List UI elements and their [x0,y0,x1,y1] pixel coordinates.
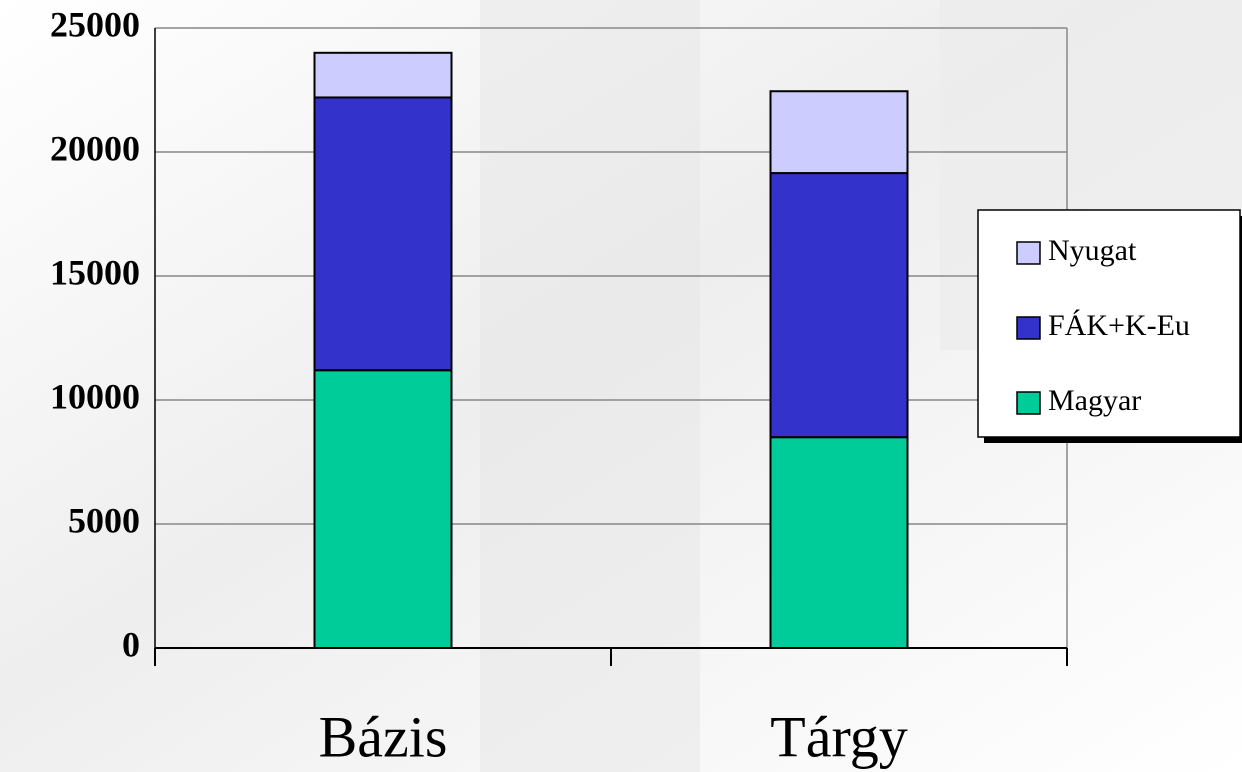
y-tick-label: 15000 [50,252,140,292]
legend-swatch [1017,317,1040,339]
page: 0 5000 10000 15000 20000 25000 Bázis Tárgy Nyuga… [0,0,1242,772]
legend-label: Nyugat [1048,234,1137,267]
legend-label: Magyar [1048,384,1141,417]
y-tick-label: 10000 [50,376,140,416]
y-tick-label: 25000 [50,4,140,44]
x-tick-label: Bázis [319,704,448,769]
legend-swatch [1017,242,1040,264]
y-tick-label: 20000 [50,128,140,168]
bar-segment [771,91,908,173]
y-tick-label: 5000 [68,500,140,540]
x-tick-label: Tárgy [770,704,907,769]
background-shape [480,0,700,772]
bar-segment [771,437,908,648]
bar-segment [315,97,452,370]
legend-swatch [1017,392,1040,414]
chart: 0 5000 10000 15000 20000 25000 Bázis Tárgy Nyuga… [0,0,1242,772]
bar-segment [315,370,452,648]
legend-label: FÁK+K-Eu [1048,309,1190,342]
bar-segment [771,173,908,437]
y-tick-label: 0 [122,624,140,664]
bar-segment [315,53,452,98]
